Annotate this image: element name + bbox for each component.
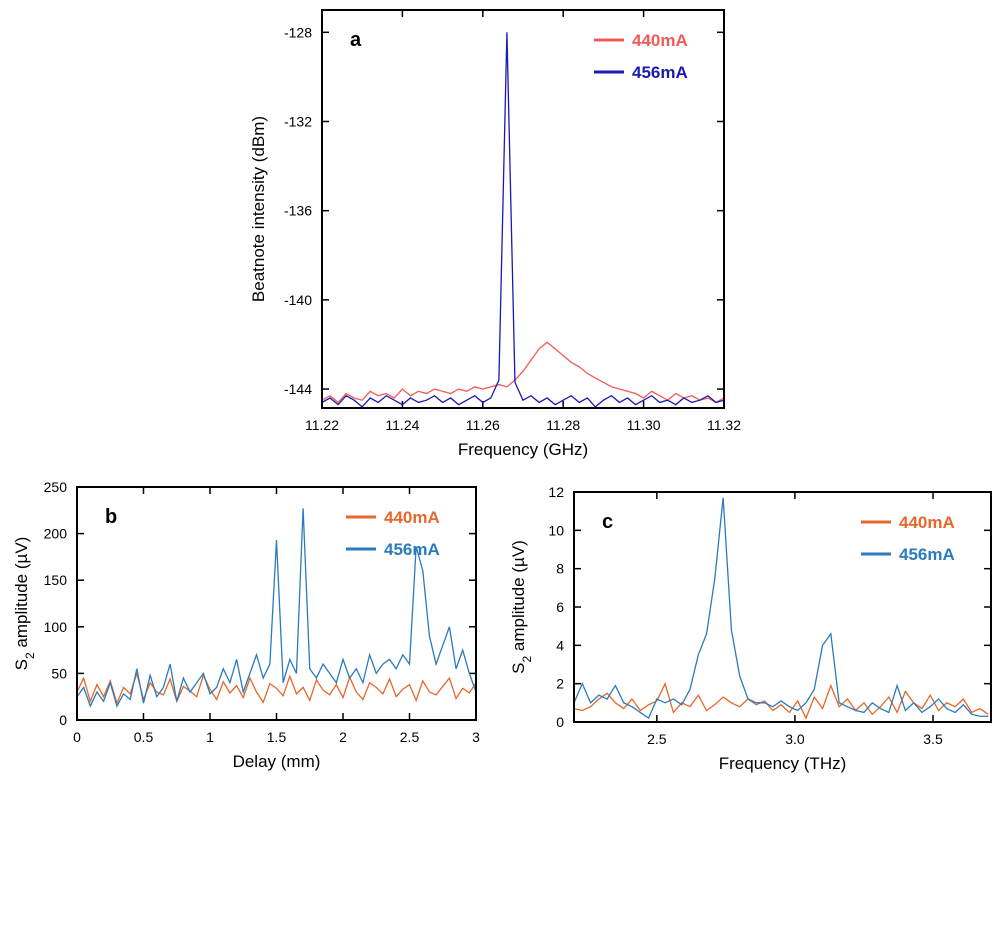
y-tick-label: 2 (556, 676, 564, 692)
y-axis-label-part: S (12, 659, 31, 670)
data-line (574, 497, 989, 720)
y-tick-label: 12 (548, 484, 564, 500)
y-tick-label: 8 (556, 561, 564, 577)
legend-label: 440mA (899, 513, 955, 532)
x-tick-label: 2.5 (647, 731, 667, 747)
x-tick-label: 3.0 (785, 731, 805, 747)
y-tick-label: -144 (284, 381, 312, 397)
y-tick-label: -132 (284, 113, 312, 129)
x-tick-label: 11.30 (627, 417, 661, 433)
data-line (77, 671, 476, 706)
legend-label: 456mA (899, 545, 955, 564)
x-axis-label: Frequency (GHz) (458, 440, 588, 459)
x-tick-label: 1 (206, 729, 214, 745)
y-axis-label: Beatnote intensity (dBm) (249, 116, 268, 302)
panel-label: c (602, 511, 613, 533)
legend-label: 440mA (384, 508, 440, 527)
y-tick-label: 4 (556, 637, 564, 653)
y-axis-label-part: 2 (23, 652, 37, 659)
x-tick-label: 0.5 (134, 729, 154, 745)
y-axis-label-part: S (509, 662, 528, 673)
data-line (574, 681, 989, 720)
plot-frame (573, 491, 992, 723)
x-tick-label: 2.5 (400, 729, 420, 745)
y-tick-label: 0 (556, 714, 564, 730)
y-tick-label: 200 (44, 526, 68, 542)
panel-label: b (105, 506, 117, 528)
x-tick-label: 3 (472, 729, 480, 745)
y-tick-label: 6 (556, 599, 564, 615)
x-tick-label: 3.5 (923, 731, 943, 747)
x-tick-label: 11.32 (707, 417, 741, 433)
x-tick-label: 11.24 (385, 417, 419, 433)
panel-label: a (350, 29, 362, 51)
y-tick-label: 10 (548, 522, 564, 538)
y-tick-label: -140 (284, 292, 312, 308)
y-tick-label: 0 (59, 712, 67, 728)
x-tick-label: 2 (339, 729, 347, 745)
x-tick-label: 0 (73, 729, 81, 745)
legend-label: 456mA (632, 63, 688, 82)
y-axis-label-part: 2 (520, 655, 534, 662)
legend-label: 456mA (384, 540, 440, 559)
x-axis-label: Frequency (THz) (719, 754, 847, 773)
legend-label: 440mA (632, 31, 688, 50)
y-axis-label-part: amplitude (µV) (12, 537, 31, 653)
y-axis-label: S2 amplitude (µV) (12, 537, 37, 671)
y-tick-label: -136 (284, 203, 312, 219)
x-tick-label: 11.26 (466, 417, 500, 433)
plot-frame (76, 486, 477, 721)
x-tick-label: 11.28 (546, 417, 580, 433)
y-axis-label-part: amplitude (µV) (509, 540, 528, 656)
y-tick-label: -128 (284, 24, 312, 40)
x-tick-label: 11.22 (305, 417, 339, 433)
x-axis-label: Delay (mm) (233, 752, 321, 771)
x-tick-label: 1.5 (267, 729, 287, 745)
y-tick-label: 150 (44, 572, 68, 588)
data-line (322, 32, 724, 408)
y-tick-label: 50 (51, 665, 67, 681)
data-line (77, 508, 476, 708)
y-axis-label: S2 amplitude (µV) (509, 540, 534, 674)
plot-frame (321, 9, 725, 409)
y-tick-label: 250 (44, 479, 68, 495)
y-tick-label: 100 (44, 619, 68, 635)
data-line (322, 341, 724, 404)
